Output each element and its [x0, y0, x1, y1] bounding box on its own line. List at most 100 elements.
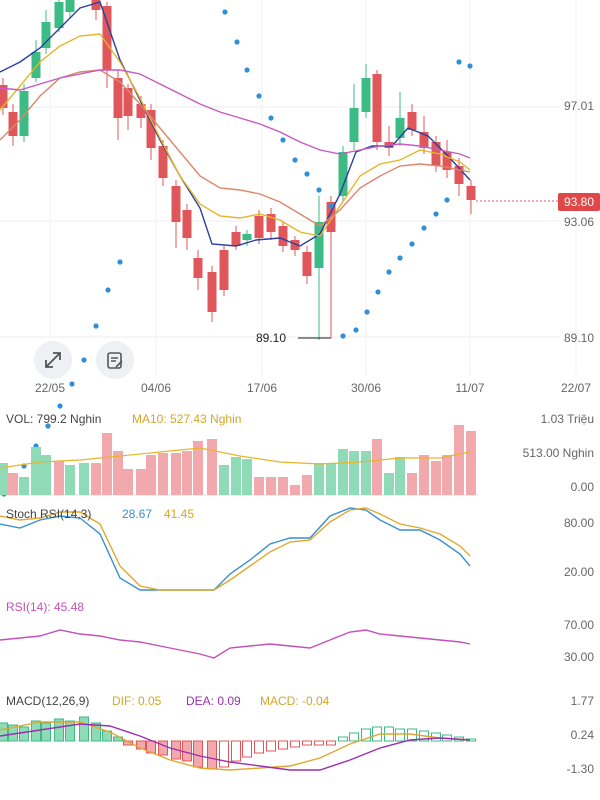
- candle-body: [193, 258, 203, 278]
- macd-histogram-bar: [41, 722, 51, 742]
- candle-body: [231, 232, 241, 246]
- macd-label: MACD(12,26,9): [6, 694, 90, 708]
- macd-histogram-bar: [395, 728, 405, 742]
- sar-dot: [397, 255, 403, 261]
- ma-yellow-line: [0, 33, 471, 237]
- volume-bar: [0, 463, 8, 495]
- candle-body: [19, 91, 29, 136]
- price-axis-top: 97.01: [563, 99, 594, 113]
- volume-bar: [31, 447, 41, 495]
- vol-axis-top: 1.03 Triệu: [540, 412, 594, 426]
- volume-bar: [65, 465, 75, 495]
- sar-dot: [456, 59, 462, 65]
- vol-ma10-label: MA10: 527.43 Nghin: [132, 412, 242, 426]
- stoch-d-value: 41.45: [164, 507, 195, 521]
- macd-histogram-bar: [0, 722, 8, 742]
- macd-histogram-bar: [278, 740, 288, 750]
- macd-dif-line: [0, 721, 471, 771]
- price-axis-mid: 93.06: [563, 215, 594, 229]
- candle-body: [31, 52, 41, 78]
- volume-bar: [171, 453, 181, 495]
- volume-bar: [136, 469, 146, 495]
- ma-blue-line: [0, 1, 471, 247]
- macd-histogram-bar: [338, 736, 348, 742]
- volume-bar: [454, 425, 464, 495]
- macd-histogram-bar: [91, 722, 101, 742]
- candle-body: [219, 250, 229, 290]
- macd-histogram-bar: [290, 740, 300, 748]
- stoch-label: Stoch RSI(14,3): [6, 507, 92, 521]
- vol-axis-mid: 513.00 Nghin: [522, 446, 594, 460]
- volume-bar: [302, 475, 312, 495]
- sar-dot: [268, 115, 274, 121]
- volume-bar: [158, 453, 168, 495]
- volume-bar: [182, 451, 192, 495]
- volume-bar: [102, 433, 112, 495]
- sar-dot: [222, 9, 228, 15]
- volume-bar: [349, 451, 359, 495]
- macd-histogram-bar: [266, 740, 276, 752]
- volume-bar: [314, 463, 324, 495]
- candle-body: [290, 240, 300, 250]
- candle-body: [338, 152, 348, 196]
- volume-bar: [372, 439, 382, 495]
- stoch-k-line: [0, 507, 471, 591]
- volume-bar: [242, 459, 252, 495]
- volume-bar: [431, 461, 441, 495]
- stoch-axis-80: 80.00: [563, 516, 594, 530]
- rsi-axis-30: 30.00: [563, 650, 594, 664]
- candle-body: [431, 142, 441, 166]
- sar-dot: [316, 187, 322, 193]
- macd-histogram-bar: [158, 740, 168, 756]
- sar-dot: [93, 323, 99, 329]
- candle-body: [419, 132, 429, 148]
- candle-body: [65, 0, 75, 12]
- candle-body: [41, 22, 51, 48]
- macd-histogram-bar: [65, 720, 75, 742]
- candle-body: [146, 110, 156, 148]
- macd-histogram-bar: [302, 740, 312, 746]
- macd-axis-top: 1.77: [570, 694, 594, 708]
- candle-body: [349, 108, 359, 142]
- candle-body: [314, 222, 324, 268]
- macd-dif-label: DIF: 0.05: [112, 694, 162, 708]
- sar-dot: [256, 93, 262, 99]
- macd-histogram-bar: [242, 740, 252, 758]
- volume-bar: [254, 477, 264, 495]
- price-axis-low: 89.10: [563, 331, 594, 345]
- rsi-axis-70: 70.00: [563, 618, 594, 632]
- sar-dot: [433, 211, 439, 217]
- candle-body: [102, 6, 112, 70]
- macd-histogram-bar: [207, 740, 217, 770]
- date-label: 30/06: [350, 381, 382, 395]
- volume-bar: [8, 473, 18, 495]
- stoch-d-line: [0, 507, 471, 591]
- volume-bar: [91, 463, 101, 495]
- macd-histogram-bar: [349, 732, 359, 742]
- sar-dot: [280, 137, 286, 143]
- volume-bar: [113, 451, 123, 495]
- candle-body: [278, 226, 288, 246]
- sar-dot: [444, 197, 450, 203]
- date-label: 04/06: [140, 381, 172, 395]
- candle-body: [442, 152, 452, 170]
- volume-bar: [193, 441, 203, 495]
- candle-body: [361, 78, 371, 112]
- ma-orange-line: [0, 69, 471, 227]
- vol-ma10-line: [0, 447, 471, 469]
- date-label: 22/05: [34, 381, 66, 395]
- sar-dot: [69, 381, 75, 387]
- volume-bar: [290, 485, 300, 495]
- note-button[interactable]: [96, 341, 134, 379]
- ma-purple-line: [0, 69, 471, 159]
- macd-dea-line: [0, 723, 471, 771]
- sar-dot: [467, 63, 473, 69]
- sar-dot: [353, 327, 359, 333]
- expand-button[interactable]: [34, 341, 72, 379]
- volume-bar: [338, 449, 348, 495]
- note-edit-icon: [107, 352, 123, 369]
- sar-dot: [117, 259, 123, 265]
- rsi-line: [0, 629, 471, 659]
- date-label: 22/07: [560, 381, 592, 395]
